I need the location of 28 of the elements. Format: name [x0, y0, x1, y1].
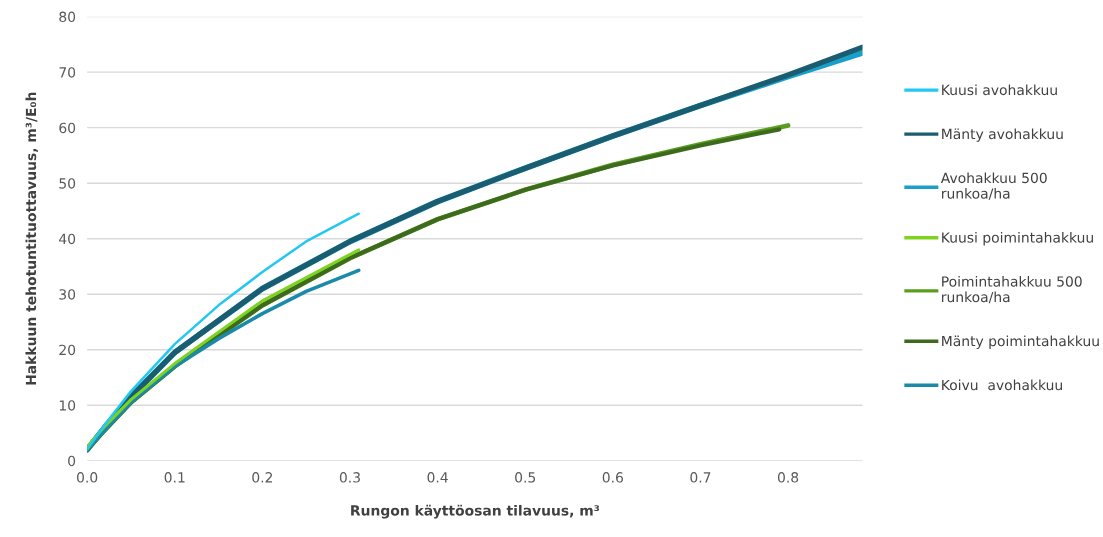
x-axis-title: Rungon käyttöosan tilavuus, m³ [351, 504, 600, 519]
legend-label: Kuusi poimintahakkuu [942, 231, 1093, 246]
y-tick-label: 10 [59, 400, 76, 411]
x-tick-label: 0.6 [602, 472, 624, 483]
y-tick-label: 70 [59, 67, 76, 78]
y-tick-label: 60 [59, 122, 76, 134]
legend-label: Kuusi avohakkuu [942, 84, 1057, 96]
y-tick-label: 50 [59, 178, 76, 189]
legend-label: Mänty avohakkuu [942, 128, 1063, 142]
x-tick-label: 0.7 [690, 472, 711, 483]
legend-label: Avohakkuu 500 runkoa/ha [940, 172, 1047, 200]
y-tick-label: 80 [59, 11, 76, 23]
x-tick-label: 0.4 [427, 472, 448, 483]
x-tick-label: 0.2 [252, 472, 273, 483]
x-tick-label: 0.5 [515, 472, 536, 483]
y-tick-label: 30 [59, 289, 76, 300]
legend-label: Mänty poimintahakkuu [942, 335, 1099, 349]
y-tick-label: 20 [59, 344, 76, 356]
y-tick-label: 40 [59, 233, 76, 245]
x-tick-label: 0.0 [77, 472, 98, 483]
x-tick-label: 0.8 [777, 472, 799, 483]
x-tick-label: 0.3 [339, 472, 360, 483]
legend-label: Koivu avohakkuu [942, 379, 1062, 391]
line-series [87, 212, 360, 451]
y-axis-title: Hakkuun tehotuntituottavuus, m³/E₀h [25, 92, 38, 385]
x-tick-label: 0.1 [164, 472, 185, 483]
legend-label: Poimintahakkuu 500 runkoa/ha [942, 275, 1082, 304]
y-tick-label: 0 [68, 455, 76, 467]
